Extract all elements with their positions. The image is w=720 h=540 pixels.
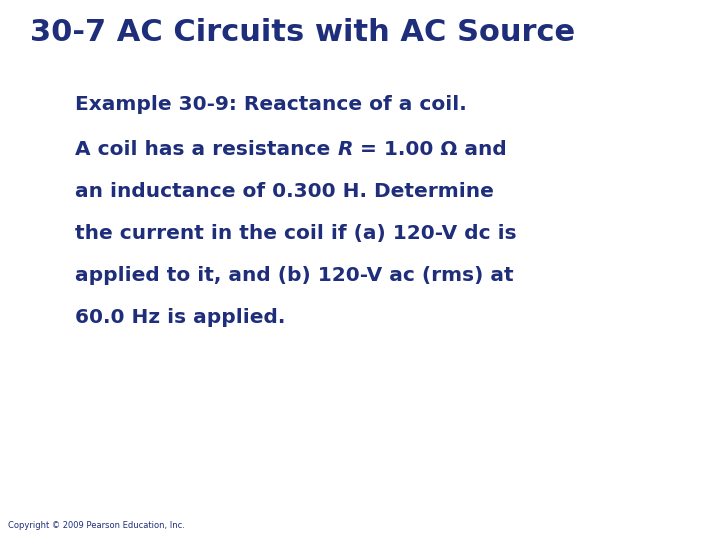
Text: A coil has a resistance: A coil has a resistance (75, 140, 337, 159)
Text: 60.0 Hz is applied.: 60.0 Hz is applied. (75, 308, 285, 327)
Text: = 1.00 Ω and: = 1.00 Ω and (353, 140, 506, 159)
Text: applied to it, and (b) 120-V ac (rms) at: applied to it, and (b) 120-V ac (rms) at (75, 266, 513, 285)
Text: an inductance of 0.300 H. Determine: an inductance of 0.300 H. Determine (75, 182, 494, 201)
Text: Copyright © 2009 Pearson Education, Inc.: Copyright © 2009 Pearson Education, Inc. (8, 521, 185, 530)
Text: the current in the coil if (a) 120-V dc is: the current in the coil if (a) 120-V dc … (75, 224, 517, 243)
Text: R: R (337, 140, 353, 159)
Text: Example 30-9: Reactance of a coil.: Example 30-9: Reactance of a coil. (75, 95, 467, 114)
Text: 30-7 AC Circuits with AC Source: 30-7 AC Circuits with AC Source (30, 18, 575, 47)
